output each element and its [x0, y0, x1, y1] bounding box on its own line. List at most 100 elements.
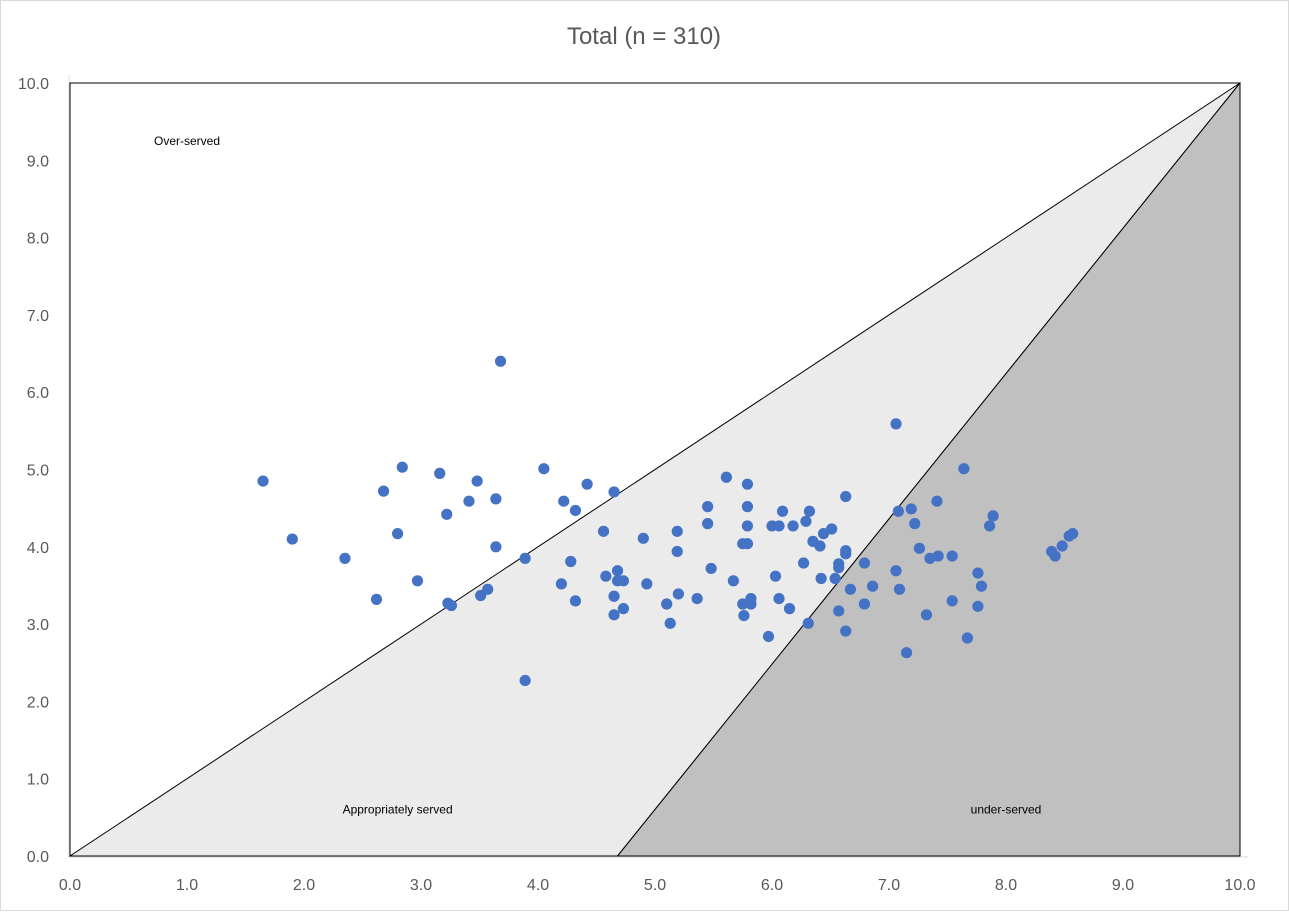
y-axis-ticks: 0.0 1.0 2.0 3.0 4.0 5.0 6.0 7.0 8.0 9.0 10.0 [18, 76, 49, 866]
data-point [932, 550, 944, 562]
data-point [494, 355, 507, 367]
x-tick-label: 4.0 [527, 877, 549, 894]
data-point [463, 495, 475, 507]
data-point [946, 550, 958, 562]
data-point [661, 598, 673, 610]
data-point [671, 545, 683, 558]
data-point [905, 503, 917, 515]
data-point [705, 562, 717, 575]
plot-area-border [69, 82, 1241, 857]
data-point [641, 578, 653, 590]
data-point [773, 592, 785, 605]
data-point [829, 572, 841, 585]
data-point [377, 485, 390, 497]
x-tick-label: 10.0 [1224, 877, 1255, 894]
data-point [555, 578, 568, 590]
data-point [434, 467, 446, 479]
x-tick-label: 7.0 [878, 877, 900, 894]
data-point [958, 463, 970, 475]
data-point [961, 632, 973, 644]
data-point [370, 593, 383, 605]
data-point [339, 552, 351, 564]
data-point [637, 532, 649, 544]
data-point [737, 598, 749, 610]
data-point [702, 518, 714, 530]
data-point [909, 518, 921, 530]
data-point [814, 540, 826, 552]
data-point [987, 510, 999, 522]
data-point [741, 501, 754, 513]
x-tick-label: 6.0 [761, 877, 783, 894]
data-point [802, 617, 814, 629]
data-point [519, 552, 531, 564]
data-point [1056, 540, 1068, 552]
y-tick-label: 0.0 [27, 849, 49, 866]
data-point [890, 565, 902, 577]
data-point [445, 599, 458, 612]
data-point [490, 541, 502, 553]
data-point [482, 583, 494, 595]
y-tick-label: 5.0 [27, 463, 49, 480]
data-point [783, 603, 796, 615]
data-point [762, 630, 775, 643]
y-tick-label: 10.0 [18, 76, 49, 93]
data-point [833, 562, 845, 574]
data-point [773, 520, 785, 532]
data-point [972, 600, 984, 612]
data-point [817, 528, 830, 540]
data-point [396, 461, 408, 473]
data-point [776, 505, 789, 517]
data-point [608, 609, 620, 621]
data-point [797, 557, 810, 569]
region-labels: Over-served Appropriately served under-ser… [154, 134, 1041, 817]
x-tick-label: 9.0 [1112, 877, 1134, 894]
y-tick-label: 9.0 [27, 153, 49, 170]
y-tick-label: 4.0 [27, 540, 49, 557]
points-layer [257, 355, 1079, 687]
data-point [972, 567, 984, 579]
data-point [738, 609, 750, 622]
data-point [565, 555, 577, 568]
region-label: under-served [971, 802, 1042, 816]
data-point [569, 504, 582, 517]
x-tick-label: 3.0 [410, 877, 432, 894]
data-point [931, 495, 943, 507]
data-point [800, 515, 812, 527]
data-point [471, 475, 483, 487]
data-point [867, 580, 879, 592]
data-point [826, 523, 838, 535]
data-point [893, 583, 906, 595]
data-point [946, 595, 958, 607]
data-point [858, 598, 871, 610]
data-point [833, 605, 845, 617]
data-point [745, 598, 757, 610]
y-tick-label: 3.0 [27, 617, 49, 634]
x-tick-label: 1.0 [176, 877, 198, 894]
data-point [815, 572, 827, 585]
data-point [858, 557, 871, 569]
y-tick-label: 2.0 [27, 694, 49, 711]
x-tick-label: 0.0 [59, 877, 81, 894]
x-tick-label: 2.0 [293, 877, 315, 894]
data-point [769, 570, 782, 582]
data-point [597, 525, 610, 537]
data-point [691, 592, 703, 605]
data-point [803, 505, 816, 517]
data-point [840, 490, 852, 503]
data-point [984, 520, 996, 532]
data-point [538, 463, 550, 475]
data-point [441, 508, 453, 520]
data-point [900, 647, 913, 659]
data-point [392, 528, 404, 540]
data-point [975, 580, 988, 592]
data-point [558, 495, 570, 507]
data-point [840, 625, 852, 637]
data-point [569, 595, 582, 607]
data-point [600, 570, 612, 582]
data-point [1067, 528, 1079, 540]
data-point [490, 493, 502, 505]
data-point [671, 525, 683, 537]
data-point [617, 603, 630, 615]
x-tick-label: 5.0 [644, 877, 666, 894]
